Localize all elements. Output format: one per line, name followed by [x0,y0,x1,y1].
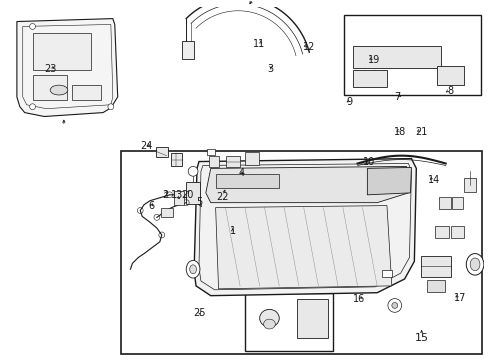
Text: 1: 1 [229,226,235,236]
Bar [161,208,172,217]
Text: 3: 3 [267,63,273,73]
Circle shape [108,104,114,110]
Bar [438,197,449,208]
Polygon shape [366,167,410,195]
Text: 10: 10 [362,157,374,167]
Bar [449,226,463,238]
Bar [174,191,184,204]
Bar [208,156,218,167]
Ellipse shape [469,258,479,271]
Ellipse shape [186,260,200,278]
Text: 24: 24 [140,141,152,151]
Text: 16: 16 [352,294,365,305]
Circle shape [188,166,198,176]
Text: 19: 19 [367,55,379,65]
Ellipse shape [465,253,483,275]
Text: 18: 18 [393,127,406,137]
Bar [436,66,463,85]
Text: 15: 15 [414,333,428,343]
Text: 17: 17 [453,293,465,303]
Circle shape [387,298,401,312]
Bar [463,178,475,192]
Bar [226,156,240,167]
Bar [434,226,447,238]
Text: 5: 5 [196,198,202,207]
Bar [33,33,91,71]
Bar [186,182,200,204]
Text: 11: 11 [252,39,264,49]
Ellipse shape [189,265,196,274]
Bar [244,293,332,351]
Ellipse shape [259,309,279,327]
Bar [343,15,480,95]
Bar [244,152,258,166]
Bar [206,149,214,155]
Text: 8: 8 [447,86,452,96]
Bar [450,197,462,208]
Text: 13: 13 [171,190,183,201]
Bar [381,270,391,276]
Circle shape [30,104,36,110]
Bar [215,174,279,188]
Bar [352,69,386,87]
Bar [33,75,67,100]
Bar [182,41,194,59]
Text: 7: 7 [394,92,400,102]
Polygon shape [215,206,391,289]
Text: 20: 20 [181,190,193,201]
Bar [420,256,449,277]
Polygon shape [194,159,415,296]
Text: 2: 2 [162,190,168,201]
Polygon shape [17,19,118,117]
Text: 22: 22 [216,192,229,202]
Bar [170,153,182,166]
Bar [156,147,167,157]
Text: 21: 21 [415,127,427,137]
Text: 4: 4 [239,167,244,177]
Polygon shape [205,166,407,203]
Text: 6: 6 [148,201,154,211]
Bar [296,298,327,338]
Ellipse shape [263,319,275,329]
Text: 12: 12 [303,42,315,53]
Text: 9: 9 [346,97,352,107]
Bar [121,151,481,354]
Bar [352,46,440,68]
Circle shape [30,23,36,30]
Ellipse shape [50,85,68,95]
Circle shape [391,302,397,309]
Bar [72,85,101,100]
Text: 14: 14 [427,175,439,185]
Bar [426,280,444,292]
Text: 25: 25 [192,309,205,319]
Text: 23: 23 [44,63,57,73]
